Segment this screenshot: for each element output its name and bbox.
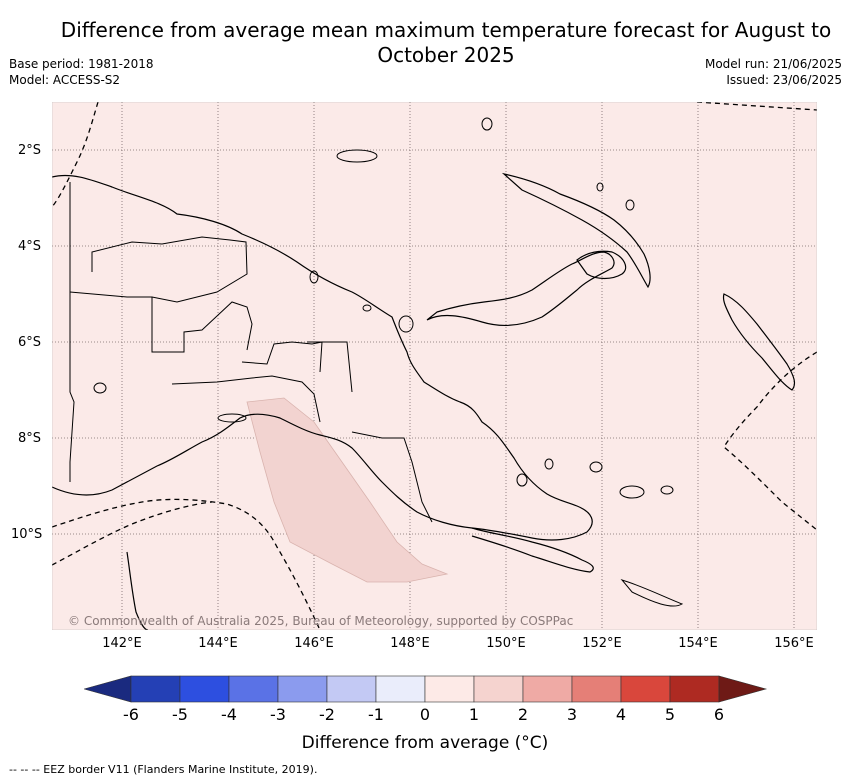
colorbar-tick-label: 1 <box>468 705 480 724</box>
lat-label-4s: 4°S <box>18 239 42 254</box>
lat-label-10s: 10°S <box>11 527 43 542</box>
colorbar-segment <box>375 675 426 703</box>
international-border <box>69 182 75 482</box>
colorbar-title: Difference from average (°C) <box>301 733 549 753</box>
colorbar-segment <box>424 675 475 703</box>
colorbar-segment <box>620 675 671 703</box>
colorbar-tick-label: -2 <box>319 705 335 724</box>
map-background <box>52 102 817 630</box>
gridlines <box>52 102 817 630</box>
meta-left: Base period: 1981-2018 Model: ACCESS-S2 <box>9 56 154 88</box>
colorbar-tick-label: 0 <box>419 705 431 724</box>
lon-label-148e: 148°E <box>390 636 430 651</box>
colorbar-tick-label: -4 <box>221 705 237 724</box>
colorbar-segment <box>228 675 279 703</box>
copyright-notice: © Commonwealth of Australia 2025, Bureau… <box>68 614 574 628</box>
colorbar-extend-high <box>718 675 768 703</box>
lon-label-152e: 152°E <box>582 636 622 651</box>
colorbar-segment <box>669 675 720 703</box>
new-guinea-coastline <box>52 174 593 541</box>
colorbar-segment <box>326 675 377 703</box>
colorbar-tick-label: -1 <box>368 705 384 724</box>
lat-label-2s: 2°S <box>18 143 42 158</box>
colorbar-segment <box>473 675 524 703</box>
lat-label-8s: 8°S <box>18 431 42 446</box>
colorbar-segment <box>130 675 181 703</box>
colorbar-tick-label: -6 <box>123 705 139 724</box>
lon-label-146e: 146°E <box>294 636 334 651</box>
base-period: Base period: 1981-2018 <box>9 57 154 71</box>
colorbar-tick-label: 4 <box>615 705 627 724</box>
louisiade-islands <box>620 579 684 607</box>
colorbar-tick-label: 3 <box>566 705 578 724</box>
map-title: Difference from average mean maximum tem… <box>60 18 832 67</box>
colorbar-segment <box>277 675 328 703</box>
islands <box>93 117 674 499</box>
colorbar-segment <box>571 675 622 703</box>
lon-label-142e: 142°E <box>102 636 142 651</box>
new-britain-coastline <box>426 251 615 327</box>
new-britain-west <box>576 250 627 280</box>
lon-label-156e: 156°E <box>774 636 814 651</box>
colorbar-extend-low <box>84 675 132 703</box>
cape-york-coastline <box>126 551 149 630</box>
lon-label-154e: 154°E <box>678 636 718 651</box>
model-run: Model run: 21/06/2025 <box>704 57 842 71</box>
colorbar-tick-label: -3 <box>270 705 286 724</box>
eez-footer-note: -- -- -- EEZ border V11 (Flanders Marine… <box>9 763 318 776</box>
colorbar-tick-label: 6 <box>713 705 725 724</box>
meta-right: Model run: 21/06/2025 Issued: 23/06/2025 <box>705 56 842 88</box>
map-area <box>52 102 817 630</box>
lat-label-6s: 6°S <box>18 335 42 350</box>
new-ireland-coastline <box>501 172 651 289</box>
issued-date: Issued: 23/06/2025 <box>726 73 842 87</box>
lon-label-144e: 144°E <box>198 636 238 651</box>
bougainville-coastline <box>722 293 796 391</box>
province-borders <box>69 236 433 523</box>
lon-label-150e: 150°E <box>486 636 526 651</box>
colorbar-tick-label: -5 <box>172 705 188 724</box>
colorbar-tick-label: 2 <box>517 705 529 724</box>
colorbar-tick-label: 5 <box>664 705 676 724</box>
colorbar-segment <box>522 675 573 703</box>
eez-borders <box>52 102 817 630</box>
papuan-tail-coastline <box>471 527 594 573</box>
colorbar <box>84 675 768 703</box>
colorbar-segment <box>179 675 230 703</box>
model-name: Model: ACCESS-S2 <box>9 73 121 87</box>
